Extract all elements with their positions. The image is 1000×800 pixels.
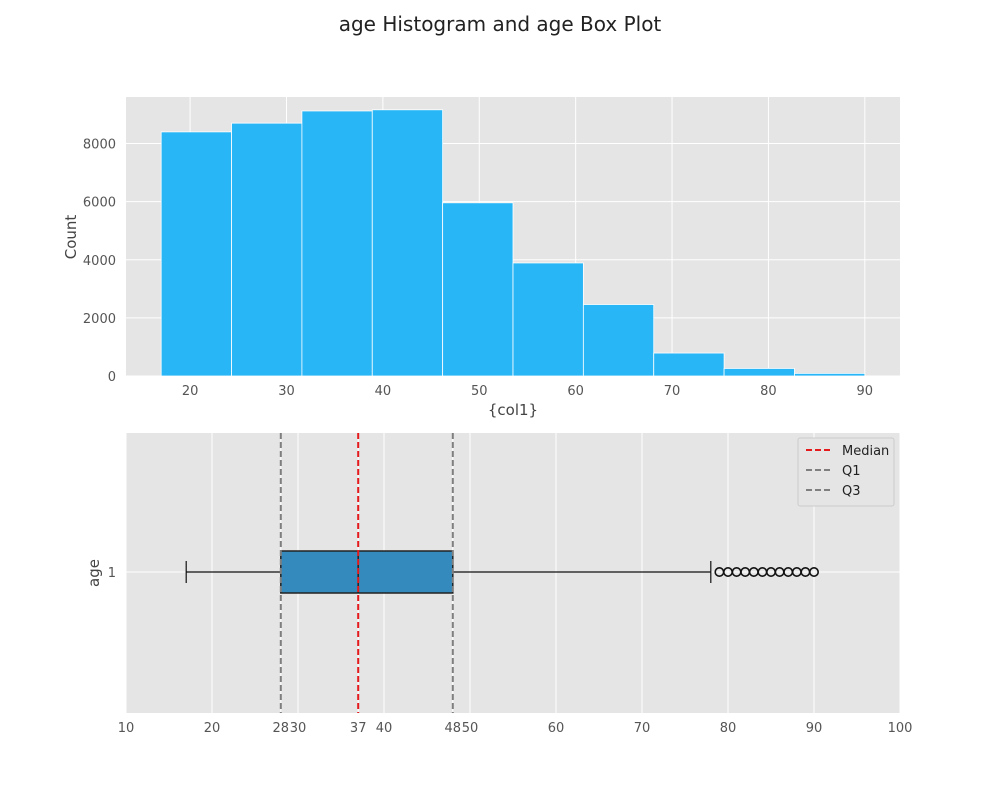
histogram-bar (723, 368, 795, 377)
boxplot-plot-area (126, 433, 900, 713)
boxplot-x-tick-label: 28 (273, 721, 290, 736)
histogram-bar (231, 122, 303, 377)
histogram-y-tick-label: 2000 (83, 312, 116, 327)
boxplot-reference-lines (279, 433, 454, 713)
boxplot-x-tick-label: 30 (290, 721, 307, 736)
histogram-y-tick-label: 4000 (83, 254, 116, 269)
histogram-bar (301, 110, 373, 377)
iqr-box (280, 550, 454, 594)
histogram-x-tick-label: 70 (664, 384, 681, 399)
boxplot-y-label: age (85, 559, 103, 587)
boxplot-legend: Median Q1 Q3 (797, 437, 895, 507)
histogram-y-label: Count (62, 215, 80, 260)
boxplot-x-tick-label: 70 (634, 721, 651, 736)
boxplot-x-tick-label: 37 (350, 721, 367, 736)
outlier-point (808, 566, 819, 577)
boxplot-x-tick-label: 60 (548, 721, 565, 736)
histogram-x-tick-label: 90 (857, 384, 874, 399)
histogram-bars (160, 109, 866, 377)
histogram-bar (160, 131, 232, 377)
histogram-x-ticks: 20 30 40 50 60 70 80 90 (182, 384, 873, 399)
histogram-bar (794, 372, 866, 377)
boxplot-x-tick-label: 50 (462, 721, 479, 736)
figure-title: age Histogram and age Box Plot (339, 12, 662, 36)
legend-frame (797, 437, 895, 507)
boxplot-x-tick-label: 90 (806, 721, 823, 736)
histogram-y-ticks: 0 2000 4000 6000 8000 (83, 138, 116, 386)
boxplot-x-tick-label: 100 (888, 721, 913, 736)
histogram-bar (653, 352, 725, 377)
histogram-x-tick-label: 80 (760, 384, 777, 399)
histogram-x-tick-label: 20 (182, 384, 199, 399)
histogram-bar (442, 202, 514, 377)
boxplot-chart: 10 20 28 30 37 40 48 50 60 70 80 90 100 1 age Median… (85, 433, 912, 736)
histogram-chart: 20 30 40 50 60 70 80 90 0 2000 4000 6000 8000 {col1… (62, 97, 900, 419)
boxplot-x-tick-label: 48 (445, 721, 462, 736)
legend-label-median: Median (842, 444, 889, 459)
histogram-x-tick-label: 50 (471, 384, 488, 399)
histogram-x-tick-label: 40 (375, 384, 392, 399)
boxplot-outliers (714, 566, 819, 577)
boxplot-x-tick-label: 10 (118, 721, 135, 736)
boxplot-x-tick-label: 20 (204, 721, 221, 736)
boxplot-x-tick-label: 80 (720, 721, 737, 736)
boxplot-x-ticks: 10 20 28 30 37 40 48 50 60 70 80 90 100 (118, 721, 913, 736)
histogram-y-tick-label: 8000 (83, 138, 116, 153)
histogram-x-tick-label: 60 (567, 384, 584, 399)
histogram-bar (582, 304, 655, 377)
histogram-x-tick-label: 30 (278, 384, 295, 399)
histogram-y-tick-label: 6000 (83, 196, 116, 211)
boxplot-x-tick-label: 40 (376, 721, 393, 736)
legend-label-q3: Q3 (842, 484, 861, 499)
histogram-bar (371, 109, 444, 377)
histogram-x-label: {col1} (488, 401, 538, 419)
boxplot-category-label: 1 (108, 566, 116, 581)
histogram-y-tick-label: 0 (108, 370, 116, 385)
legend-label-q1: Q1 (842, 464, 861, 479)
histogram-bar (512, 262, 584, 377)
